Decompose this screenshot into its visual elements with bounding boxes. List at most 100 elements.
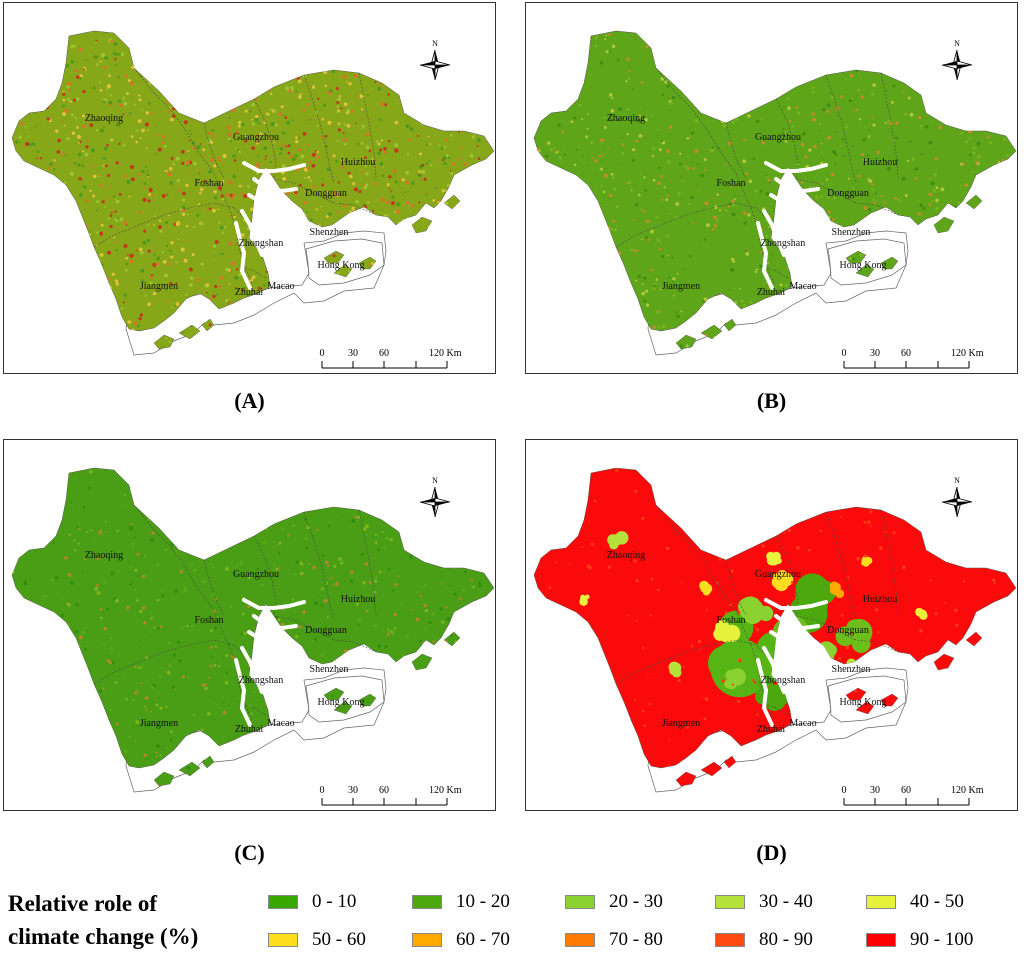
raster-cell xyxy=(122,786,124,788)
raster-cell xyxy=(244,109,248,113)
raster-cell xyxy=(320,205,323,208)
raster-cell xyxy=(138,65,143,70)
city-label: Dongguan xyxy=(827,625,869,636)
raster-cell xyxy=(451,237,454,240)
raster-cell xyxy=(938,318,941,321)
raster-cell xyxy=(126,179,131,184)
raster-cell xyxy=(621,151,625,155)
raster-cell xyxy=(822,269,826,273)
raster-cell xyxy=(891,343,896,348)
raster-cell xyxy=(983,240,986,243)
raster-cell xyxy=(743,303,747,307)
raster-cell xyxy=(484,649,487,652)
raster-cell xyxy=(425,239,429,243)
island xyxy=(411,653,433,671)
raster-cell xyxy=(168,300,171,303)
raster-cell xyxy=(61,287,67,293)
raster-cell xyxy=(114,197,117,200)
raster-cell xyxy=(915,500,918,502)
raster-cell xyxy=(657,129,659,131)
raster-cell xyxy=(787,528,792,533)
raster-cell xyxy=(546,143,549,145)
raster-cell xyxy=(250,496,253,499)
raster-cell xyxy=(333,340,337,343)
raster-cell xyxy=(185,224,189,228)
raster-cell xyxy=(394,148,397,151)
raster-cell xyxy=(582,341,585,344)
raster-cell xyxy=(711,72,714,76)
raster-cell xyxy=(911,291,915,295)
raster-cell xyxy=(414,215,420,221)
raster-cell xyxy=(486,169,490,173)
raster-cell xyxy=(929,177,932,180)
raster-cell xyxy=(12,44,15,49)
raster-cell xyxy=(722,103,726,106)
raster-cell xyxy=(908,71,911,74)
raster-cell xyxy=(452,695,455,698)
raster-cell xyxy=(292,204,296,208)
raster-cell xyxy=(20,766,23,769)
raster-cell xyxy=(465,314,469,318)
legend-item: 70 - 80 xyxy=(565,929,663,950)
raster-cell xyxy=(424,332,428,335)
raster-cell xyxy=(425,471,428,474)
raster-cell xyxy=(684,79,687,82)
raster-cell xyxy=(97,302,100,306)
raster-cell xyxy=(369,661,374,665)
raster-cell xyxy=(150,538,154,542)
raster-cell xyxy=(63,288,67,293)
raster-cell xyxy=(657,325,661,329)
raster-cell xyxy=(293,244,297,249)
raster-cell xyxy=(800,142,805,147)
raster-cell xyxy=(89,189,92,193)
raster-cell xyxy=(200,222,204,226)
city-label: Foshan xyxy=(195,178,224,189)
raster-cell xyxy=(968,129,972,134)
raster-cell xyxy=(400,354,402,356)
raster-cell xyxy=(787,106,791,110)
raster-cell xyxy=(19,509,23,513)
raster-cell xyxy=(79,76,82,80)
raster-cell xyxy=(772,481,776,485)
raster-cell xyxy=(634,279,638,282)
raster-cell xyxy=(1009,302,1013,306)
raster-cell xyxy=(621,143,625,146)
raster-cell xyxy=(563,148,566,151)
raster-cell xyxy=(392,632,395,635)
raster-cell xyxy=(348,217,353,221)
raster-cell xyxy=(187,44,190,47)
raster-cell xyxy=(563,478,566,482)
raster-cell xyxy=(970,70,973,73)
raster-cell xyxy=(969,496,972,499)
raster-cell xyxy=(932,327,935,330)
raster-cell xyxy=(870,770,874,773)
raster-cell xyxy=(885,90,888,92)
raster-cell xyxy=(954,608,958,613)
scale-label: 120 Km xyxy=(951,785,984,796)
raster-cell xyxy=(143,621,147,625)
raster-cell xyxy=(566,75,571,79)
raster-cell xyxy=(949,283,953,287)
raster-cell xyxy=(37,787,40,790)
legend-title: Relative role of climate change (%) xyxy=(8,887,198,953)
raster-cell xyxy=(990,102,993,105)
raster-cell xyxy=(365,609,369,613)
raster-cell xyxy=(874,733,877,736)
raster-cell xyxy=(845,618,873,646)
raster-cell xyxy=(228,116,231,120)
raster-cell xyxy=(110,764,115,768)
raster-cell xyxy=(330,346,335,349)
raster-cell xyxy=(261,472,264,475)
raster-cell xyxy=(136,575,139,578)
raster-cell xyxy=(545,167,548,170)
raster-cell xyxy=(200,728,204,732)
raster-cell xyxy=(844,309,848,313)
compass-arm xyxy=(419,64,436,70)
raster-cell xyxy=(292,654,296,658)
raster-cell xyxy=(15,97,18,100)
raster-cell xyxy=(416,328,419,331)
raster-cell xyxy=(225,267,230,272)
raster-cell xyxy=(190,91,193,94)
raster-cell xyxy=(163,468,166,471)
raster-cell xyxy=(379,326,383,331)
